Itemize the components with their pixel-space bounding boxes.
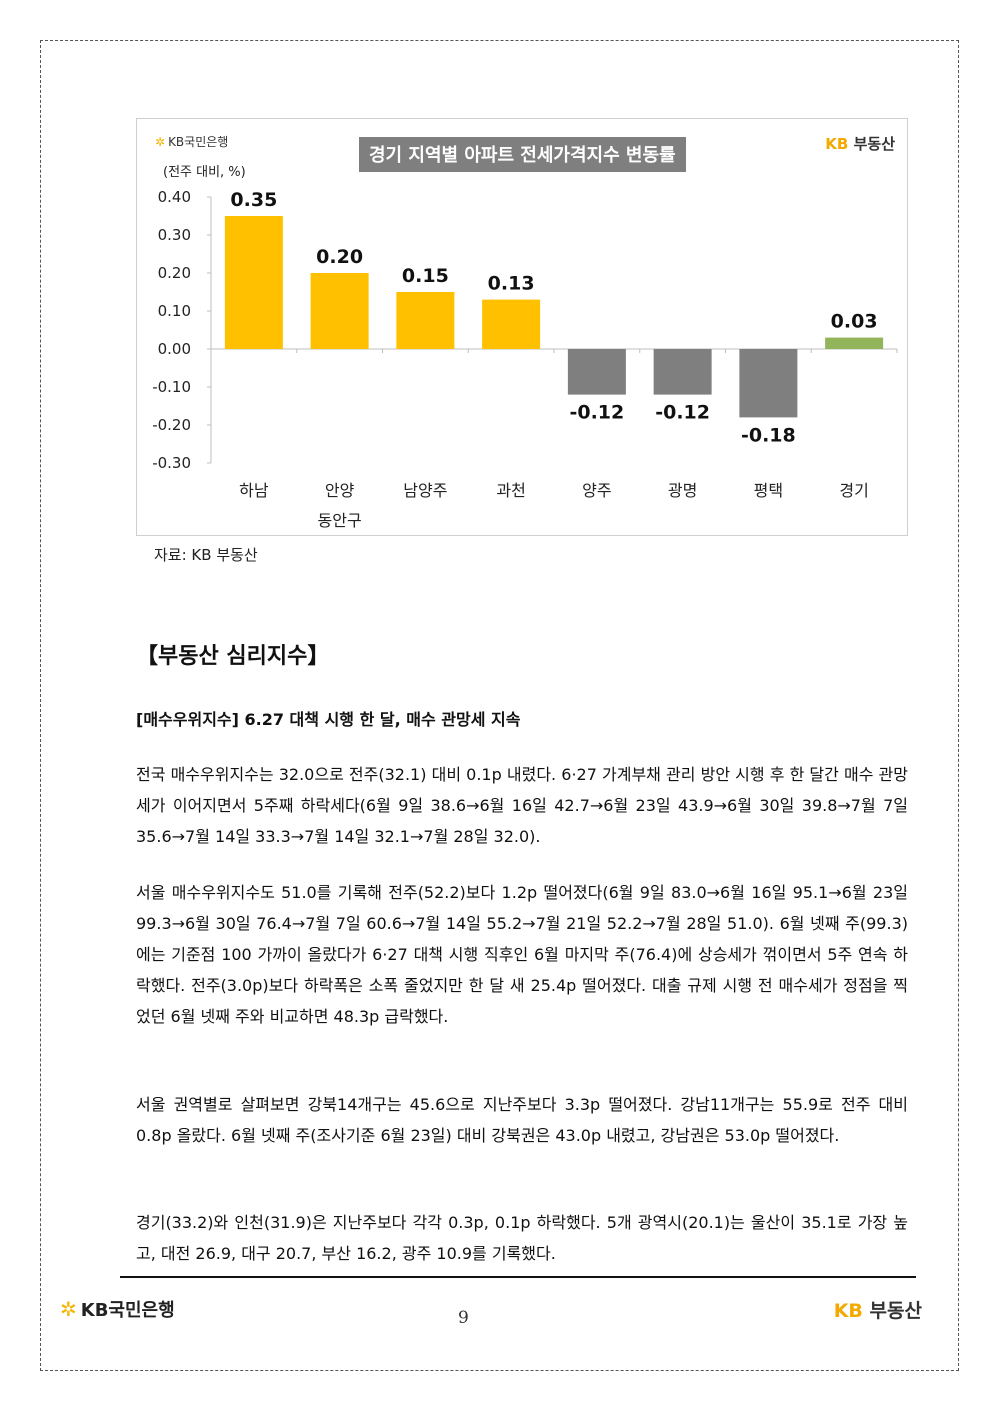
y-tick-label: -0.20 <box>152 416 191 434</box>
y-tick-label: 0.20 <box>158 264 191 282</box>
data-label: -0.12 <box>655 402 710 424</box>
x-tick-label: 광명 <box>668 481 697 500</box>
y-tick-label: 0.40 <box>158 188 191 206</box>
x-tick-label: 하남 <box>239 481 269 500</box>
subheading: [매수우위지수] 6.27 대책 시행 한 달, 매수 관망세 지속 <box>136 710 521 729</box>
bar <box>396 292 455 349</box>
chart-title: 경기 지역별 아파트 전세가격지수 변동률 <box>359 137 686 172</box>
kb-star-icon: ✲ <box>155 134 166 149</box>
footer-bank-logo: ✲ KB국민은행 <box>60 1296 175 1322</box>
section-title: 【부동산 심리지수】 <box>136 644 330 669</box>
y-tick-label: -0.10 <box>152 378 191 396</box>
footer-estate-logo-kb: KB <box>833 1300 863 1322</box>
x-tick-label: 평택 <box>754 481 783 500</box>
paragraph-1: 전국 매수우위지수는 32.0으로 전주(32.1) 대비 0.1p 내렸다. … <box>136 765 908 846</box>
x-tick-label: 과천 <box>496 481 525 500</box>
x-tick-label: 남양주 <box>403 481 447 500</box>
footer-estate-logo-name: 부동산 <box>869 1300 922 1322</box>
bar <box>739 349 798 418</box>
data-label: 0.15 <box>402 265 449 287</box>
y-tick-label: 0.00 <box>158 340 191 358</box>
y-tick-label: 0.10 <box>158 302 191 320</box>
footer-estate-logo: KB 부동산 <box>834 1296 922 1323</box>
y-tick-label: 0.30 <box>158 226 191 244</box>
data-label: -0.12 <box>569 402 624 424</box>
x-tick-label: 안양 <box>325 481 355 500</box>
kb-estate-logo-kb: KB <box>825 135 849 153</box>
bar <box>482 299 541 349</box>
page-border <box>40 40 959 1371</box>
kb-estate-logo: KB 부동산 <box>825 133 895 154</box>
paragraph-3: 서울 권역별로 살펴보면 강북14개구는 45.6으로 지난주보다 3.3p 떨… <box>136 1095 908 1145</box>
paragraph-2: 서울 매수우위지수도 51.0를 기록해 전주(52.2)보다 1.2p 떨어졌… <box>136 883 908 1026</box>
footer-bank-logo-text: KB국민은행 <box>80 1300 175 1321</box>
bar <box>567 349 626 395</box>
kb-bank-logo: ✲ KB국민은행 <box>155 133 228 150</box>
chart-unit-label: (전주 대비, %) <box>163 165 246 180</box>
x-tick-label: 양주 <box>582 481 611 500</box>
data-label: 0.03 <box>831 311 878 333</box>
kb-estate-logo-name: 부동산 <box>853 135 895 153</box>
y-tick-label: -0.30 <box>152 454 191 472</box>
data-label: 0.35 <box>230 189 277 211</box>
page-number: 9 <box>458 1308 469 1328</box>
kb-bank-logo-text: KB국민은행 <box>168 135 229 149</box>
data-label: -0.18 <box>741 424 796 446</box>
bar <box>310 273 369 349</box>
bar <box>825 337 884 349</box>
x-tick-label: 동안구 <box>318 511 362 530</box>
data-label: 0.13 <box>488 273 535 295</box>
kb-star-icon: ✲ <box>60 1297 77 1321</box>
bar-chart: 0.40 0.30 0.20 0.10 0.00 -0.10 -0.20 -0.30 0.35 하… <box>152 188 898 530</box>
footer-rule <box>120 1276 916 1278</box>
paragraph-4: 경기(33.2)와 인천(31.9)은 지난주보다 각각 0.3p, 0.1p … <box>136 1213 908 1263</box>
data-label: 0.20 <box>316 246 363 268</box>
x-tick-label: 경기 <box>839 481 868 500</box>
bar <box>224 216 283 349</box>
chart-container: 0.40 0.30 0.20 0.10 0.00 -0.10 -0.20 -0.30 0.35 하… <box>136 118 908 536</box>
bar <box>653 349 712 395</box>
chart-source: 자료: KB 부동산 <box>154 546 258 564</box>
